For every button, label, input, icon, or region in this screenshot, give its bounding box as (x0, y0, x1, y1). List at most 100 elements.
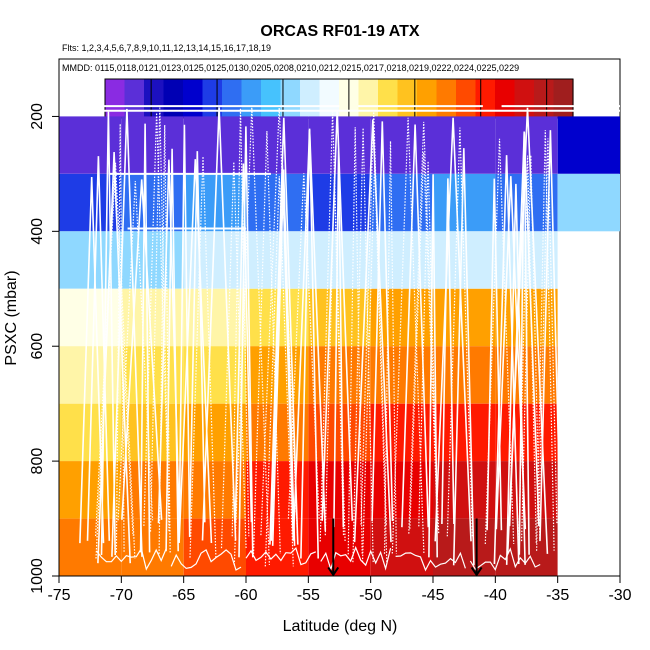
x-tick-label: -70 (110, 587, 133, 604)
y-tick-label: 800 (29, 448, 46, 475)
flight-track (86, 156, 111, 541)
flight-track (115, 123, 125, 553)
flight-track (536, 130, 555, 551)
flight-track (428, 174, 438, 558)
flight-track (408, 121, 440, 534)
y-tick-label: 600 (29, 333, 46, 360)
colorbar-segment (105, 79, 126, 118)
flight-track (117, 181, 154, 521)
flight-track (518, 131, 530, 555)
y-tick-label: 400 (29, 218, 46, 245)
flight-track (238, 126, 254, 558)
markers (327, 518, 483, 577)
flight-track (434, 117, 472, 542)
colorbar-segment (300, 79, 321, 118)
colorbar-segment (183, 79, 204, 118)
colorbar-segment (222, 79, 243, 118)
flights-label: Flts: 1,2,3,4,5,6,7,8,9,10,11,12,13,14,1… (62, 43, 271, 53)
x-axis-label: Latitude (deg N) (283, 618, 398, 635)
flight-tracks (79, 105, 620, 572)
flight-track (493, 155, 520, 565)
colorbar-segment (261, 79, 282, 118)
flight-track (383, 141, 397, 554)
heatmap-cell (433, 518, 496, 576)
flight-track (95, 176, 134, 537)
flight-track (441, 178, 455, 525)
flight-track (401, 124, 430, 528)
flight-track (234, 163, 253, 523)
heatmap-cell (121, 518, 184, 576)
heatmap-cell (59, 518, 122, 576)
heatmap-cell (557, 173, 620, 232)
x-tick-label: -45 (421, 587, 444, 604)
flight-track (321, 110, 354, 521)
colorbar-segment (514, 79, 535, 118)
x-tick-label: -65 (172, 587, 195, 604)
marker-arrow (327, 566, 340, 577)
marker-arrow (470, 566, 483, 577)
x-tick-label: -60 (234, 587, 257, 604)
chart-title: ORCAS RF01-19 ATX (260, 23, 419, 40)
y-axis-label: PSXC (mbar) (3, 270, 20, 365)
heatmap-cell (370, 518, 433, 576)
flight-track (395, 551, 466, 572)
flight-track (139, 123, 151, 553)
colorbar-segment (553, 79, 574, 118)
x-axis: -75 -70 -65 -60 -55 -50 -45 -40 -35 -30 (47, 575, 632, 604)
flight-track (170, 549, 242, 571)
x-tick-label: -50 (359, 587, 382, 604)
flight-track (506, 107, 549, 554)
heatmap-cell (370, 403, 433, 462)
flight-track (539, 130, 562, 541)
colorbar-segment (241, 79, 262, 118)
plot-area: MMDD: 0115,0118,0121,0123,0125,0125,0130… (58, 58, 621, 577)
heatmap-cell (59, 116, 122, 174)
flight-track (121, 179, 163, 520)
flight-track (269, 117, 299, 545)
colorbar-segment (319, 79, 340, 118)
x-tick-label: -40 (484, 587, 507, 604)
heatmap-cell (495, 403, 558, 462)
heatmap-cell (59, 346, 122, 404)
colorbar-segment (202, 79, 223, 118)
flight-track (293, 129, 327, 531)
x-tick-label: -35 (546, 587, 569, 604)
flight-track (165, 148, 179, 552)
mmdd-label: MMDD: 0115,0118,0121,0123,0125,0125,0130… (62, 63, 519, 73)
flight-track (319, 111, 346, 542)
heatmap-cell (246, 518, 309, 576)
flight-track (95, 547, 167, 571)
colorbar-segment (163, 79, 184, 118)
flight-track (271, 169, 296, 546)
colorbar-segment (280, 79, 301, 118)
flight-track (300, 128, 319, 559)
flight-track (188, 151, 206, 523)
flight-track (484, 138, 515, 545)
colorbar-segment (378, 79, 399, 118)
y-tick-label: 1000 (29, 558, 46, 594)
colorbar-segment (495, 79, 516, 118)
flight-track (178, 124, 191, 538)
flight-track (391, 117, 425, 554)
flight-track (178, 159, 213, 544)
flight-track (111, 108, 143, 557)
flight-track (469, 547, 541, 572)
colorbar-segment (534, 79, 555, 118)
colorbar-segment (475, 79, 496, 118)
y-axis: 200 400 600 800 1000 (29, 103, 60, 594)
colorbar-segment (397, 79, 418, 118)
colorbar-segment (358, 79, 379, 118)
flight-track (521, 155, 541, 542)
flight-track (409, 152, 439, 529)
flight-track (245, 546, 317, 566)
x-tick-label: -55 (297, 587, 320, 604)
flight-track (353, 119, 392, 543)
x-tick-label: -75 (47, 587, 70, 604)
heatmap-cell (557, 116, 620, 174)
flight-track (95, 162, 136, 559)
x-tick-label: -30 (608, 587, 631, 604)
flight-track (79, 176, 105, 544)
heatmap-cell (495, 461, 558, 519)
heatmap-cell (246, 231, 309, 289)
flight-track (201, 107, 237, 541)
